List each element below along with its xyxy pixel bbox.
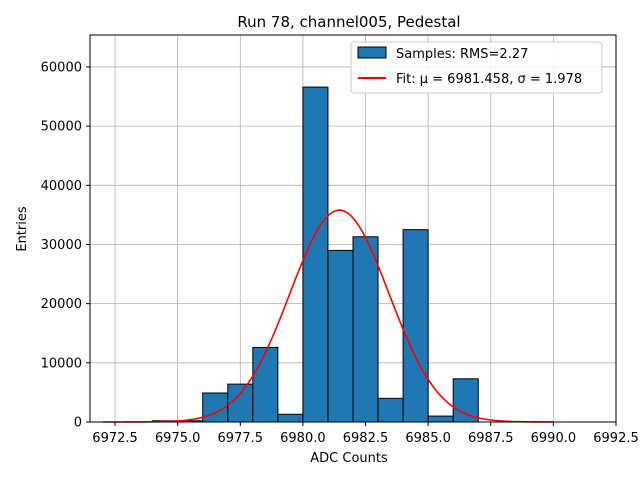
histogram-bar: [402, 229, 429, 423]
x-tick-label: 6972.5: [92, 431, 138, 446]
histogram-bar: [452, 378, 479, 423]
histogram-bar: [302, 86, 329, 423]
x-tick-label: 6977.5: [218, 431, 264, 446]
legend-swatch-samples: [357, 46, 387, 59]
y-tick-label: 0: [74, 416, 82, 431]
x-tick-label: 6980.0: [280, 431, 326, 446]
x-tick-label: 6975.0: [155, 431, 201, 446]
y-tick-label: 50000: [41, 120, 82, 135]
histogram-bar: [277, 413, 304, 423]
y-tick-label: 30000: [41, 238, 82, 253]
histogram-bar: [327, 249, 354, 423]
legend-box: [350, 41, 603, 94]
histogram-bar: [252, 346, 279, 423]
y-axis-label: Entries: [15, 206, 30, 252]
histogram-bar: [377, 397, 404, 423]
y-tick-label: 60000: [41, 60, 82, 75]
legend-label-fit: Fit: μ = 6981.458, σ = 1.978: [396, 72, 582, 87]
histogram-bars: [152, 86, 479, 423]
x-tick-label: 6987.5: [468, 431, 514, 446]
x-tick-label: 6982.5: [343, 431, 389, 446]
y-tick-label: 40000: [41, 179, 82, 194]
histogram-bar: [352, 236, 379, 423]
histogram-bar: [427, 415, 454, 423]
legend-label-samples: Samples: RMS=2.27: [396, 47, 528, 62]
x-tick-label: 6992.5: [593, 431, 639, 446]
chart-title: Run 78, channel005, Pedestal: [237, 13, 460, 31]
y-tick-label: 10000: [41, 356, 82, 371]
x-axis-label: ADC Counts: [310, 451, 388, 466]
x-tick-label: 6990.0: [531, 431, 577, 446]
plot-frame: [89, 34, 617, 423]
y-tick-label: 20000: [41, 297, 82, 312]
x-axis: 6972.5 6975.0 6977.5 6980.0 6982.5 6985.0 6987…: [92, 422, 639, 446]
legend: Samples: RMS=2.27 Fit: μ = 6981.458, σ =…: [350, 41, 603, 94]
fit-curve: [102, 209, 554, 423]
y-axis: 0 10000 20000 30000 40000 50000 60000: [41, 60, 90, 431]
x-tick-label: 6985.0: [405, 431, 451, 446]
